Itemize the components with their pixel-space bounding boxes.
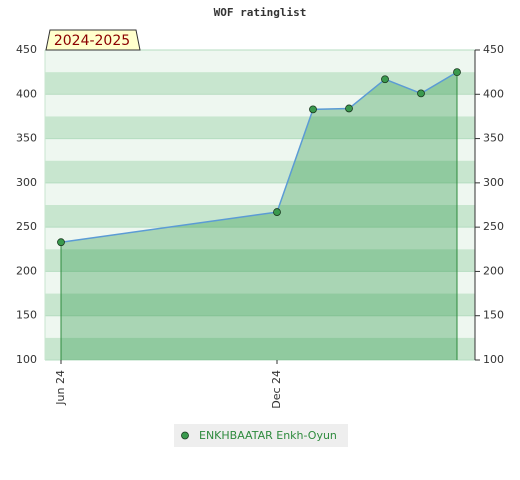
y-tick-label: 450	[16, 43, 37, 56]
band	[45, 50, 475, 73]
y-tick-label: 400	[16, 87, 37, 100]
band	[45, 315, 475, 338]
badge-label: 2024-2025	[54, 33, 130, 49]
y-tick-label: 250	[16, 220, 37, 233]
y2-tick-label: 200	[483, 264, 504, 277]
band	[45, 182, 475, 205]
x-tick-label: Dec 24	[270, 370, 283, 409]
y2-tick-label: 100	[483, 353, 504, 366]
point	[309, 105, 317, 114]
band	[45, 205, 475, 228]
y-tick-label: 300	[16, 176, 37, 189]
band	[45, 249, 475, 272]
y2-tick-label: 350	[483, 132, 504, 145]
y2-tick-label: 400	[483, 87, 504, 100]
legend-label: ENKHBAATAR Enkh-Oyun	[199, 429, 337, 442]
badge-box	[45, 29, 141, 51]
point	[381, 75, 389, 84]
band	[45, 293, 475, 316]
band	[45, 138, 475, 161]
y2-tick-label: 150	[483, 309, 504, 322]
y-tick-label: 350	[16, 132, 37, 145]
legend-marker	[181, 431, 189, 440]
legend-box	[174, 424, 348, 447]
band	[45, 72, 475, 95]
band	[45, 160, 475, 183]
y2-tick-label: 300	[483, 176, 504, 189]
band	[45, 94, 475, 117]
band	[45, 271, 475, 294]
y-tick-label: 100	[16, 353, 37, 366]
point	[417, 89, 425, 98]
legend: ENKHBAATAR Enkh-Oyun	[174, 424, 348, 447]
band	[45, 116, 475, 139]
point	[57, 238, 65, 247]
area	[61, 72, 457, 361]
chart-title: WOF ratinglist	[214, 6, 307, 19]
point	[453, 68, 461, 77]
y2-tick-label: 250	[483, 220, 504, 233]
y2-tick-label: 450	[483, 43, 504, 56]
y-tick-label: 150	[16, 309, 37, 322]
band	[45, 227, 475, 250]
x-tick-label: Jun 24	[54, 370, 67, 406]
band	[45, 337, 475, 360]
point	[345, 104, 353, 113]
point	[273, 208, 281, 216]
y-tick-label: 200	[16, 264, 37, 277]
